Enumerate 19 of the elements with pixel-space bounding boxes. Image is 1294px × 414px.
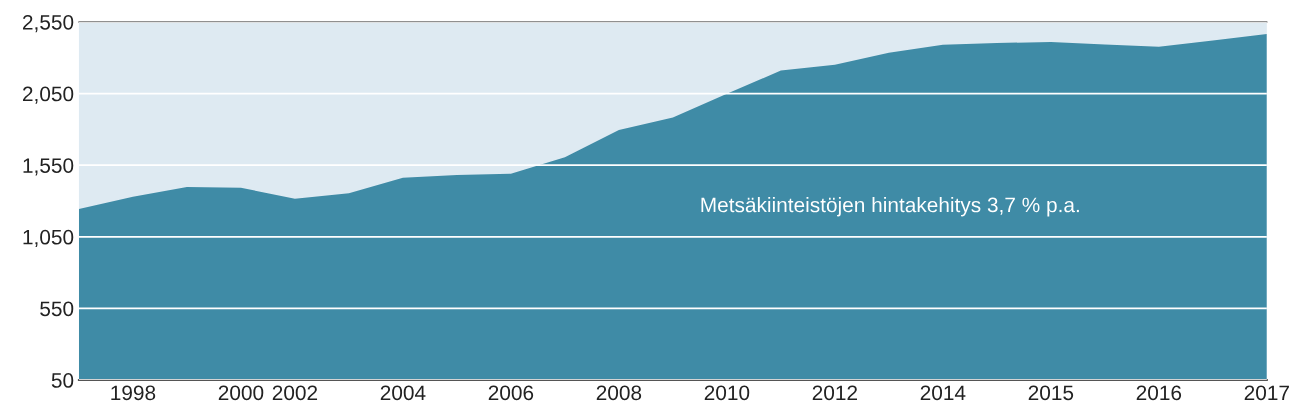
x-tick-label: 2014	[920, 385, 966, 401]
x-tick-label: 2002	[272, 385, 318, 401]
x-tick-label: 2000	[218, 385, 264, 401]
x-tick-label: 2004	[380, 385, 426, 401]
y-tick-label: 1,050	[23, 229, 74, 248]
annotation: Metsäkiinteistöjen hintakehitys 3,7 % p.a.	[701, 197, 1079, 217]
x-tick-label: 2016	[1136, 385, 1182, 401]
x-tick-label: 2017	[1244, 385, 1289, 401]
y-tick-label: 550	[40, 301, 74, 317]
x-tick-label: 1998	[111, 385, 156, 401]
x-tick-label: 2006	[488, 385, 534, 401]
y-tick-label: 50	[51, 373, 74, 388]
y-tick-label: 2,550	[22, 14, 74, 33]
x-tick-label: 2015	[1028, 385, 1074, 401]
y-tick-label: 1,550	[23, 158, 74, 176]
y-tick-label: 2,050	[22, 86, 74, 104]
x-tick-label: 2012	[812, 385, 857, 401]
x-tick-label: 2010	[704, 385, 750, 401]
x-tick-label: 2008	[596, 385, 642, 401]
